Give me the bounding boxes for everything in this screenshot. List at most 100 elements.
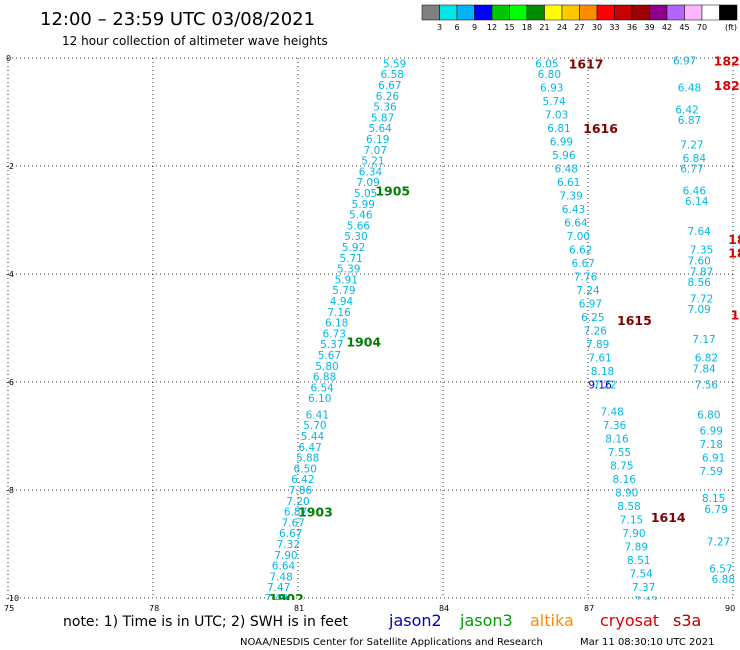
color-scale-bar: 3 6 9 12 15 18 21 24 27 30 33 36 39 42 45 70 (ft) — [421, 4, 738, 32]
wave-height-value: 6.10 — [308, 393, 331, 405]
wave-height-value: 6.99 — [700, 426, 723, 438]
satellite-legend: jason2 jason3 altika cryosat s3a — [388, 611, 701, 630]
wave-height-value: 7.54 — [629, 569, 653, 581]
wave-height-value: 7.36 — [603, 420, 627, 432]
wave-height-value: 5.66 — [347, 220, 371, 232]
colorbar-tick-label: 18 — [522, 23, 532, 32]
wave-height-value: 5.21 — [361, 156, 384, 168]
wave-height-value: 6.50 — [294, 463, 317, 475]
time-tag: 1905 — [375, 183, 410, 198]
wave-height-value: 7.47 — [267, 582, 290, 594]
wave-height-value: 5.39 — [337, 264, 360, 276]
wave-height-value: 5.79 — [332, 285, 355, 297]
x-tick-label: 87 — [584, 604, 594, 613]
wave-height-value: 7.03 — [545, 110, 568, 122]
wave-height-value: 5.88 — [296, 453, 319, 465]
wave-height-value: 6.61 — [557, 177, 580, 189]
legend-item-jason3: jason3 — [459, 611, 513, 630]
wave-height-value: 5.96 — [552, 150, 576, 162]
colorbar-tick-label: 27 — [574, 23, 584, 32]
y-tick-label: -10 — [6, 594, 19, 603]
colorbar-swatch — [701, 4, 720, 21]
colorbar-swatch — [474, 4, 493, 21]
colorbar-tick-label: 24 — [557, 23, 567, 32]
time-tag: 1617 — [569, 56, 604, 71]
wave-height-value: 5.64 — [368, 123, 392, 135]
colorbar-swatch — [561, 4, 580, 21]
colorbar-unit: (ft) — [725, 23, 737, 32]
legend-item-s3a: s3a — [673, 611, 701, 630]
x-tick-label: 75 — [4, 604, 14, 613]
colorbar-swatch — [666, 4, 685, 21]
y-tick-label: -6 — [6, 378, 14, 387]
credit-line: NOAA/NESDIS Center for Satellite Applica… — [240, 637, 543, 648]
wave-height-value: 6.14 — [685, 196, 709, 208]
wave-height-value: 7.16 — [327, 307, 351, 319]
wave-height-value: 5.59 — [383, 58, 406, 70]
wave-height-value: 7.67 — [281, 517, 304, 529]
time-tag: 1902 — [269, 591, 304, 606]
wave-height-value: 5.80 — [315, 361, 338, 373]
wave-height-value: 6.62 — [569, 245, 592, 257]
generated-timestamp: Mar 11 08:30:10 UTC 2021 — [580, 637, 715, 648]
colorbar-tick-label: 6 — [454, 23, 459, 32]
wave-height-value: 6.81 — [547, 123, 570, 135]
wave-height-value: 7.55 — [608, 447, 631, 459]
wave-height-value: 7.00 — [567, 231, 590, 243]
colorbar-tick-label: 15 — [504, 23, 514, 32]
wave-height-value: 7.43 — [634, 596, 657, 608]
wave-height-value: 6.47 — [298, 442, 321, 454]
colorbar-tick-label: 42 — [662, 23, 672, 32]
wave-height-value: 6.57 — [709, 563, 732, 575]
chart-subtitle: 12 hour collection of altimeter wave hei… — [62, 34, 328, 48]
wave-height-value: 5.05 — [354, 188, 377, 200]
wave-height-value: 8.15 — [702, 493, 725, 505]
colorbar-tick-label: 9 — [472, 23, 477, 32]
colorbar-swatch — [491, 4, 510, 21]
wave-height-value: 6.26 — [376, 91, 400, 103]
wave-height-value: 7.86 — [289, 485, 313, 497]
wave-height-value: 7.09 — [356, 177, 379, 189]
wave-height-value: 6.67 — [571, 258, 594, 270]
wave-height-value: 6.34 — [359, 166, 383, 178]
colorbar-swatch — [421, 4, 440, 21]
wave-height-value: 7.20 — [286, 496, 309, 508]
units-note: note: 1) Time is in UTC; 2) SWH is in fe… — [63, 614, 349, 630]
colorbar-swatch — [456, 4, 475, 21]
wave-height-value: 4.94 — [330, 296, 354, 308]
wave-height-value: 7.59 — [700, 466, 723, 478]
chart-title: 12:00 – 23:59 UTC 03/08/2021 — [40, 9, 315, 30]
colorbar-swatch — [631, 4, 650, 21]
colorbar-tick-label: 39 — [644, 23, 654, 32]
wave-height-value: 6.46 — [683, 185, 707, 197]
colorbar-swatch — [614, 4, 633, 21]
wave-height-value: 6.67 — [378, 80, 401, 92]
colorbar-tick-label: 21 — [539, 23, 549, 32]
wave-height-value: 7.56 — [695, 380, 719, 392]
wave-height-value: 7.21 — [719, 644, 740, 650]
wave-height-value: 5.74 — [542, 96, 566, 108]
time-tag: 1827 — [728, 232, 740, 247]
wave-height-value: 5.67 — [318, 350, 341, 362]
wave-height-value: 8.58 — [617, 501, 640, 513]
wave-height-value: 6.80 — [538, 69, 561, 81]
wave-height-value: 5.44 — [301, 431, 325, 443]
colorbar-tick-label: 36 — [627, 23, 637, 32]
wave-height-value: 7.72 — [690, 293, 713, 305]
wave-height-value: 7.89 — [586, 339, 609, 351]
y-tick-label: -4 — [6, 270, 14, 279]
y-tick-label: 0 — [6, 54, 11, 63]
wave-height-value: 9.16 — [588, 380, 612, 392]
wave-height-value: 7.84 — [692, 364, 716, 376]
wave-height-value: 5.70 — [303, 420, 326, 432]
colorbar-tick-label: 3 — [437, 23, 442, 32]
wave-height-value: 5.91 — [335, 274, 358, 286]
wave-height-value: 7.60 — [687, 256, 710, 268]
wave-height-value: 6.93 — [540, 83, 563, 95]
wave-height-value: 6.64 — [564, 218, 588, 230]
colorbar-swatch — [579, 4, 598, 21]
x-tick-label: 78 — [149, 604, 159, 613]
wave-height-value: 5.71 — [339, 253, 362, 265]
wave-height-value: 6.18 — [325, 318, 348, 330]
